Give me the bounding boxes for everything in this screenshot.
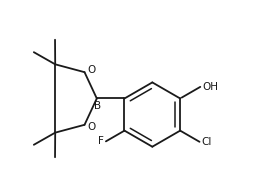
Text: F: F [98,136,104,146]
Text: OH: OH [202,82,218,92]
Text: O: O [88,122,96,132]
Text: Cl: Cl [201,137,212,147]
Text: B: B [94,101,101,111]
Text: O: O [88,65,96,75]
